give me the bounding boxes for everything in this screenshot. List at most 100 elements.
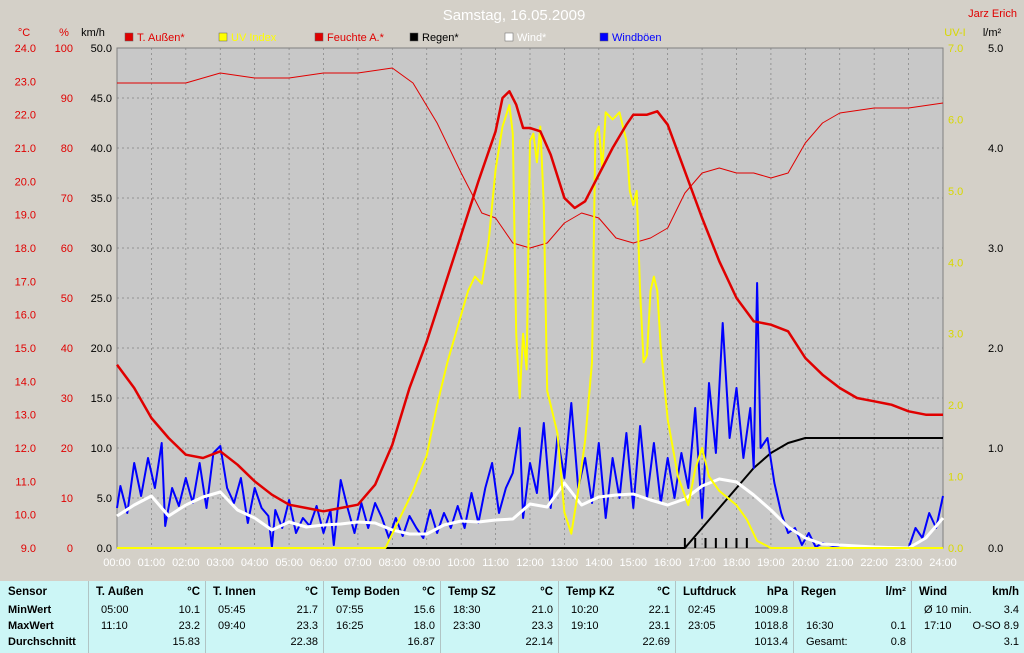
legend-label: UV Index [231, 32, 277, 44]
x-tick-label: 24:00 [929, 557, 957, 569]
sensor-unit: l/m² [885, 586, 906, 598]
series-line [116, 282, 944, 549]
sensor-name: Luftdruck [683, 586, 737, 598]
axis-tick-uv: 7.0 [948, 43, 963, 55]
sensor-name: Temp KZ [566, 586, 615, 598]
x-tick-label: 09:00 [413, 557, 441, 569]
axis-tick-uv: 1.0 [948, 472, 963, 484]
legend-swatch [218, 32, 228, 42]
avg-value: 15.83 [172, 636, 200, 648]
sensor-column: Temp Boden °C 07:55 15.6 16:25 18.0 16.87 [323, 581, 441, 653]
axis-tick-temp: 17.0 [15, 276, 36, 288]
max-value: 1018.8 [754, 620, 788, 632]
axis-tick-wind: 35.0 [91, 193, 112, 205]
axis-tick-wind: 25.0 [91, 293, 112, 305]
avg-label: Gesamt: [806, 636, 848, 648]
x-tick-label: 04:00 [241, 557, 269, 569]
x-tick-label: 11:00 [482, 557, 509, 569]
x-tick-label: 05:00 [275, 557, 303, 569]
x-tick-label: 01:00 [138, 557, 166, 569]
max-value: 23.3 [531, 620, 553, 632]
min-value: 3.4 [1003, 604, 1019, 616]
max-value: O-SO 8.9 [972, 620, 1019, 632]
series-line [117, 104, 943, 549]
max-time: 16:30 [806, 620, 834, 632]
axis-tick-humidity: 50 [61, 293, 73, 305]
axis-tick-rain: 0.0 [988, 543, 1003, 555]
x-tick-label: 23:00 [895, 557, 923, 569]
axis-tick-rain: 5.0 [988, 43, 1003, 55]
min-value: 21.7 [296, 604, 318, 616]
axis-tick-rain: 1.0 [988, 443, 1003, 455]
axes: 24.0 23.0 22.0 21.0 20.0 19.0 18.0 17.0 16.0 15.0… [15, 43, 1004, 569]
sensor-name: T. Außen [96, 586, 144, 598]
axis-tick-temp: 22.0 [15, 110, 36, 122]
max-time: 11:10 [101, 620, 128, 632]
min-value: 21.0 [531, 604, 553, 616]
avg-value: 1013.4 [754, 636, 788, 648]
axis-tick-wind: 50.0 [91, 43, 112, 55]
axis-tick-wind: 40.0 [91, 143, 112, 155]
axis-tick-wind: 15.0 [91, 393, 112, 405]
axis-tick-wind: 20.0 [91, 343, 112, 355]
x-tick-label: 18:00 [723, 557, 751, 569]
max-value: 18.0 [413, 620, 435, 632]
sensor-name: Wind [919, 586, 947, 598]
avg-value: 22.69 [642, 636, 670, 648]
max-row-label: MaxWert [8, 620, 54, 632]
x-tick-label: 21:00 [826, 557, 854, 569]
axis-unit-humidity: % [59, 27, 69, 39]
max-time: 09:40 [218, 620, 246, 632]
axis-tick-rain: 3.0 [988, 243, 1003, 255]
axis-tick-uv: 0.0 [948, 543, 963, 555]
axis-tick-temp: 20.0 [15, 176, 36, 188]
axis-tick-temp: 23.0 [15, 76, 36, 88]
axis-tick-humidity: 40 [61, 343, 73, 355]
axis-unit-uv: UV-I [944, 27, 965, 39]
axis-tick-humidity: 60 [61, 243, 73, 255]
sensor-name: Regen [801, 586, 837, 598]
sensor-unit: hPa [766, 586, 788, 598]
x-tick-label: 10:00 [447, 557, 475, 569]
sensor-unit: °C [422, 586, 435, 598]
x-tick-label: 17:00 [688, 557, 716, 569]
min-value: 1009.8 [754, 604, 788, 616]
axis-unit-rain: l/m² [983, 27, 1002, 39]
sensor-column: T. Innen °C 05:45 21.7 09:40 23.3 22.38 [205, 581, 324, 653]
series-line [117, 67, 944, 249]
axis-tick-temp: 14.0 [15, 376, 36, 388]
axis-tick-temp: 16.0 [15, 310, 36, 322]
min-time: 18:30 [453, 604, 481, 616]
series-line [117, 437, 943, 549]
series [115, 67, 945, 550]
min-time: Ø 10 min. [924, 604, 972, 616]
x-tick-label: 19:00 [757, 557, 785, 569]
sensor-unit: °C [540, 586, 553, 598]
axis-tick-temp: 12.0 [15, 443, 36, 455]
sensor-column: Wind km/h Ø 10 min. 3.4 17:10 O-SO 8.9 3.1 [911, 581, 1024, 653]
x-tick-label: 15:00 [619, 557, 647, 569]
sensor-column: Temp SZ °C 18:30 21.0 23:30 23.3 22.14 [440, 581, 559, 653]
max-time: 23:30 [453, 620, 481, 632]
x-tick-label: 20:00 [792, 557, 820, 569]
max-time: 19:10 [571, 620, 599, 632]
sensor-header: Sensor [8, 586, 47, 598]
x-tick-label: 12:00 [516, 557, 544, 569]
min-value: 22.1 [648, 604, 670, 616]
max-time: 23:05 [688, 620, 716, 632]
x-tick-label: 03:00 [206, 557, 234, 569]
x-tick-label: 14:00 [585, 557, 613, 569]
sensor-unit: °C [187, 586, 200, 598]
axis-tick-uv: 5.0 [948, 186, 963, 198]
axis-tick-rain: 4.0 [988, 143, 1003, 155]
x-tick-label: 22:00 [860, 557, 888, 569]
legend-swatch [504, 32, 514, 42]
axis-tick-temp: 21.0 [15, 143, 36, 155]
series-line [116, 477, 945, 550]
legend-label: Regen* [422, 32, 459, 44]
sensor-name: T. Innen [213, 586, 256, 598]
min-value: 10.1 [178, 604, 200, 616]
x-tick-label: 02:00 [172, 557, 200, 569]
max-value: 23.1 [648, 620, 670, 632]
legend-swatch [124, 32, 134, 42]
